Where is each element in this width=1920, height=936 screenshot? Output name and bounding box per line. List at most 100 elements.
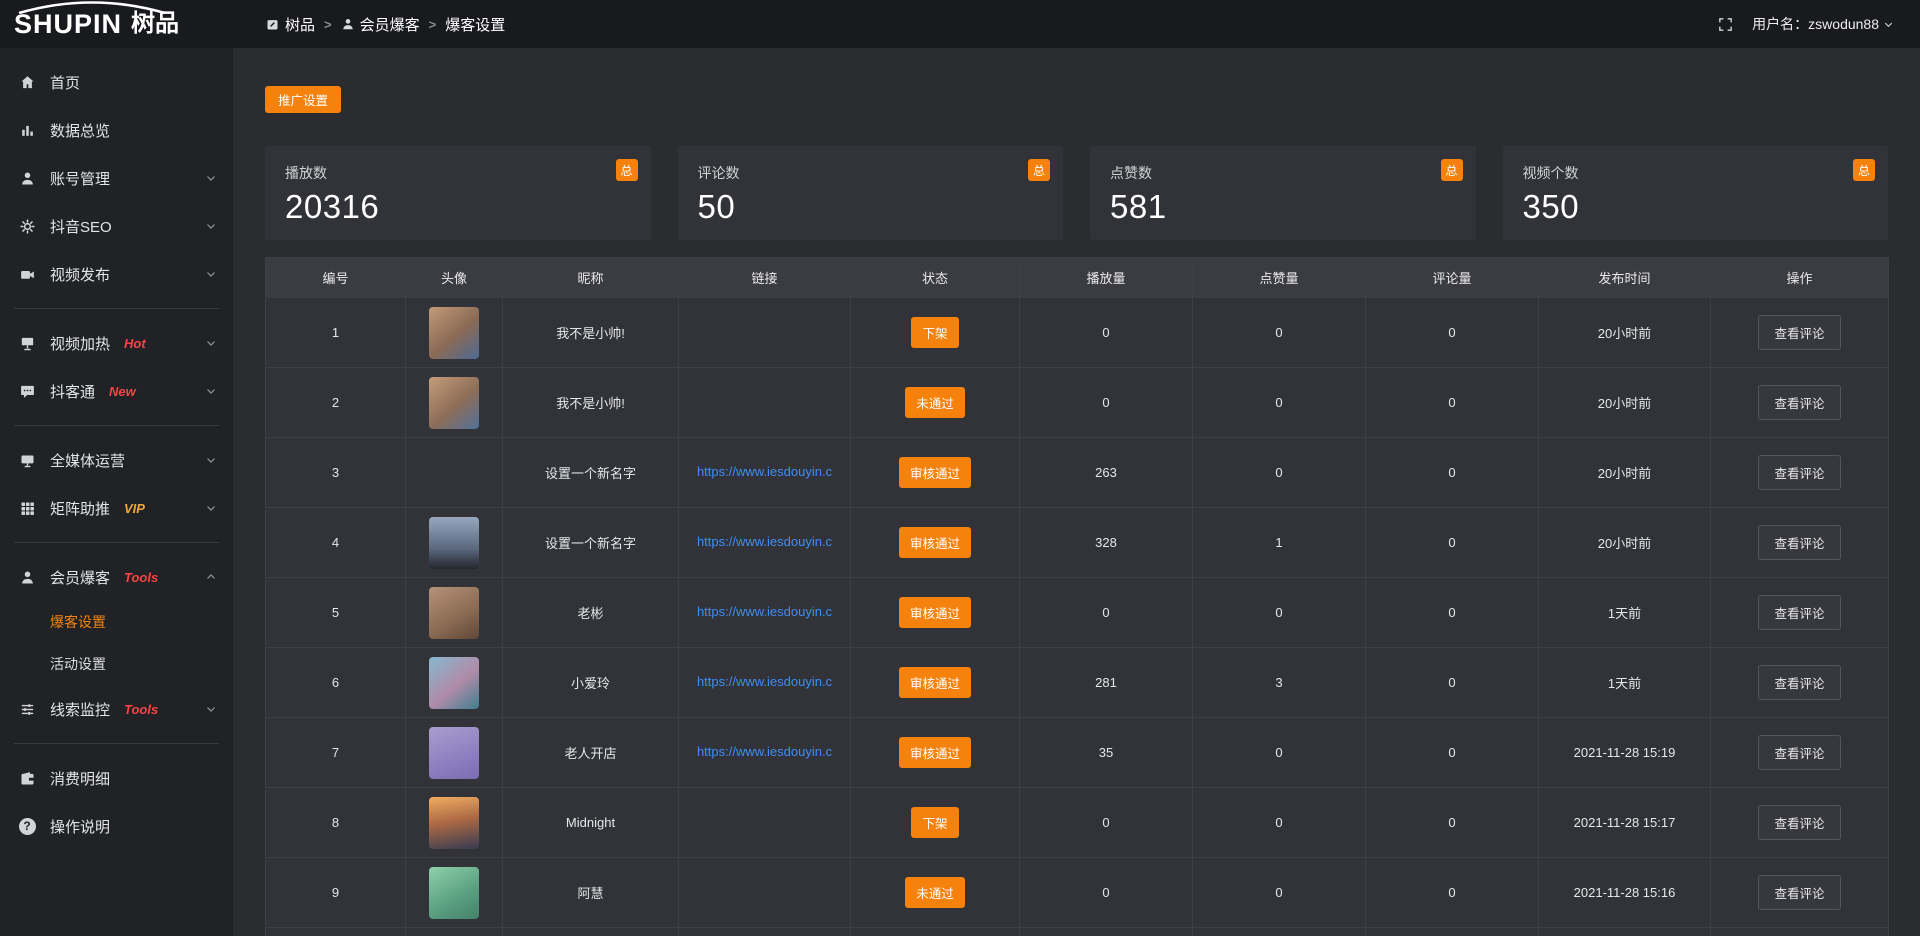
breadcrumb: 树品 > 会员爆客 > 爆客设置: [265, 14, 505, 35]
cell-time: 20小时前: [1538, 297, 1711, 368]
sidebar-subitem-activity-settings[interactable]: 活动设置: [0, 643, 233, 685]
avatar: [429, 586, 479, 639]
video-link[interactable]: https://www.iesdouyin.c: [696, 603, 833, 619]
video-link[interactable]: https://www.iesdouyin.c: [696, 673, 833, 689]
logo-text-cn: 树品: [131, 10, 180, 37]
cell-no: 4: [265, 507, 406, 578]
status-badge[interactable]: 未通过: [905, 877, 965, 908]
fullscreen-icon[interactable]: [1717, 16, 1734, 33]
view-comments-button[interactable]: 查看评论: [1758, 525, 1841, 560]
sidebar-item-label: 操作说明: [50, 818, 111, 836]
cell-nickname: [502, 927, 679, 936]
breadcrumb-item-member[interactable]: 会员爆客: [341, 14, 420, 35]
status-badge[interactable]: 下架: [911, 807, 959, 838]
sidebar-item-data-overview[interactable]: 数据总览: [0, 106, 233, 154]
topbar: SHUPIN 树品 树品 > 会员爆客 > 爆客设置 用户名：zswodun88: [0, 0, 1920, 48]
col-header-no: 编号: [265, 257, 406, 298]
status-badge[interactable]: 审核通过: [898, 737, 971, 768]
chevron-down-icon: [205, 385, 217, 397]
view-comments-button[interactable]: 查看评论: [1758, 315, 1841, 350]
sidebar-item-label: 矩阵助推: [50, 500, 111, 518]
screen-icon: [18, 335, 36, 352]
sidebar-item-account-mgmt[interactable]: 账号管理: [0, 154, 233, 202]
table-row: 3 设置一个新名字 https://www.iesdouyin.c 审核通过 2…: [265, 437, 1889, 508]
view-comments-button[interactable]: 查看评论: [1758, 665, 1841, 700]
sidebar-item-douketong[interactable]: 抖客通 New: [0, 367, 233, 415]
cell-comments: 0: [1365, 577, 1539, 648]
sliders-icon: [18, 701, 36, 718]
view-comments-button[interactable]: 查看评论: [1758, 595, 1841, 630]
main-content: 推广设置 播放数 20316 总 评论数 50 总 点赞数 581 总 视频个数…: [233, 48, 1920, 936]
new-tag: New: [109, 383, 136, 399]
user-menu[interactable]: 用户名：zswodun88: [1752, 14, 1894, 34]
view-comments-button[interactable]: 查看评论: [1758, 385, 1841, 420]
cell-nickname: 小爱玲: [502, 647, 679, 718]
sidebar-item-member-baoke[interactable]: 会员爆客 Tools: [0, 553, 233, 601]
cell-comments: 0: [1365, 507, 1539, 578]
sidebar-item-consumption-detail[interactable]: 消费明细: [0, 754, 233, 802]
cell-time: 1天前: [1538, 577, 1711, 648]
total-badge: 总: [1440, 159, 1463, 181]
cell-no: 6: [265, 647, 406, 718]
vip-tag: VIP: [124, 500, 145, 516]
cell-likes: 0: [1192, 717, 1366, 788]
chevron-down-icon: [205, 172, 217, 184]
sidebar-divider: [14, 308, 219, 309]
app-logo: SHUPIN 树品: [0, 0, 233, 48]
cell-comments: 0: [1365, 367, 1539, 438]
cell-comments: 0: [1365, 857, 1539, 928]
sidebar-subitem-baoke-settings[interactable]: 爆客设置: [0, 601, 233, 643]
sidebar-item-omni-media[interactable]: 全媒体运营: [0, 436, 233, 484]
chat-bubble-icon: [18, 383, 36, 400]
view-comments-button[interactable]: 查看评论: [1758, 805, 1841, 840]
video-link[interactable]: https://www.iesdouyin.c: [696, 463, 833, 479]
sidebar-item-lead-monitor[interactable]: 线索监控 Tools: [0, 685, 233, 733]
sidebar-item-video-heat[interactable]: 视频加热 Hot: [0, 319, 233, 367]
sidebar-item-home[interactable]: 首页: [0, 58, 233, 106]
col-header-actions: 操作: [1710, 257, 1889, 298]
sidebar-item-label: 抖音SEO: [50, 218, 112, 236]
breadcrumb-item-home[interactable]: 树品: [265, 14, 315, 35]
cell-time: [1538, 927, 1711, 936]
username-label: 用户名：zswodun88: [1752, 16, 1879, 32]
cell-nickname: 老人开店: [502, 717, 679, 788]
status-badge[interactable]: 审核通过: [898, 667, 971, 698]
cell-nickname: 老彬: [502, 577, 679, 648]
status-badge[interactable]: 未通过: [905, 387, 965, 418]
cell-no: 9: [265, 857, 406, 928]
cell-nickname: Midnight: [502, 787, 679, 858]
stat-card-plays: 播放数 20316 总: [265, 146, 651, 240]
cell-likes: 0: [1192, 857, 1366, 928]
cell-plays: 0: [1019, 367, 1193, 438]
avatar: [429, 796, 479, 849]
sidebar-item-matrix-boost[interactable]: 矩阵助推 VIP: [0, 484, 233, 532]
view-comments-button[interactable]: 查看评论: [1758, 875, 1841, 910]
video-link[interactable]: https://www.iesdouyin.c: [696, 743, 833, 759]
view-comments-button[interactable]: 查看评论: [1758, 735, 1841, 770]
status-badge[interactable]: 下架: [911, 317, 959, 348]
sidebar-item-instructions[interactable]: ? 操作说明: [0, 802, 233, 850]
stat-card-videos: 视频个数 350 总: [1502, 146, 1888, 240]
cell-plays: 35: [1019, 717, 1193, 788]
cell-plays: 0: [1019, 297, 1193, 368]
home-icon: [18, 74, 36, 91]
cell-time: 2021-11-28 15:16: [1538, 857, 1711, 928]
promo-settings-button[interactable]: 推广设置: [265, 86, 342, 113]
cell-nickname: 我不是小帅!: [502, 297, 679, 368]
sidebar-divider: [14, 425, 219, 426]
sidebar-item-video-publish[interactable]: 视频发布: [0, 250, 233, 298]
status-badge[interactable]: 审核通过: [898, 597, 971, 628]
sidebar-item-douyin-seo[interactable]: 抖音SEO: [0, 202, 233, 250]
cell-plays: 0: [1019, 577, 1193, 648]
video-link[interactable]: https://www.iesdouyin.c: [696, 533, 833, 549]
stat-value: 50: [697, 188, 736, 225]
table-row: 6 小爱玲 https://www.iesdouyin.c 审核通过 281 3…: [265, 647, 1889, 718]
cell-likes: 0: [1192, 367, 1366, 438]
total-badge: 总: [1853, 159, 1875, 181]
status-badge[interactable]: 审核通过: [898, 457, 971, 488]
view-comments-button[interactable]: 查看评论: [1758, 455, 1841, 490]
cell-nickname: 设置一个新名字: [502, 437, 679, 508]
cell-likes: 0: [1192, 787, 1366, 858]
table-header-row: 编号 头像 昵称 链接 状态 播放量 点赞量 评论量 发布时间 操作: [265, 257, 1889, 298]
status-badge[interactable]: 审核通过: [898, 527, 971, 558]
